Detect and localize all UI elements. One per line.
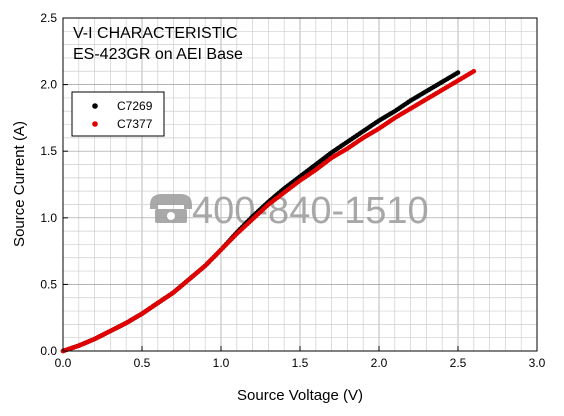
y-tick-label: 0.5 (40, 277, 57, 291)
chart-title: V-I CHARACTERISTIC (73, 25, 237, 42)
x-tick-label: 3.0 (529, 356, 546, 370)
x-tick-label: 1.5 (292, 356, 309, 370)
y-tick-label: 2.0 (40, 78, 57, 92)
x-tick-label: 1.0 (213, 356, 230, 370)
y-axis-label: Source Current (A) (11, 121, 28, 247)
legend-marker-c7377 (92, 121, 98, 127)
y-tick-label: 0.0 (40, 344, 57, 358)
data-point (471, 68, 477, 74)
legend: C7269 C7377 (71, 91, 165, 137)
y-tick-label: 1.5 (40, 144, 57, 158)
series-c7377 (60, 68, 477, 354)
watermark: 400-840-1510 (150, 190, 429, 232)
y-tick-label: 1.0 (40, 211, 57, 225)
legend-marker-c7269 (92, 103, 98, 109)
legend-label-c7269: C7269 (117, 99, 153, 113)
x-tick-label: 0.5 (134, 356, 151, 370)
phone-icon (150, 194, 192, 223)
legend-label-c7377: C7377 (117, 117, 153, 131)
x-axis-label: Source Voltage (V) (237, 387, 363, 404)
series-layer (60, 68, 477, 354)
grid (62, 17, 538, 352)
watermark-text: 400-840-1510 (192, 190, 429, 232)
x-tick-label: 2.0 (371, 356, 388, 370)
chart-subtitle: ES-423GR on AEI Base (73, 46, 243, 63)
data-point (455, 70, 461, 75)
ticks: 0.0 0.5 1.0 1.5 2.0 2.5 3.0 0.0 0.5 1.0 1.5 2.0 2.5 (40, 11, 545, 370)
x-tick-label: 2.5 (450, 356, 467, 370)
legend-box (71, 91, 165, 137)
x-tick-label: 0.0 (55, 356, 72, 370)
y-tick-label: 2.5 (40, 11, 57, 25)
